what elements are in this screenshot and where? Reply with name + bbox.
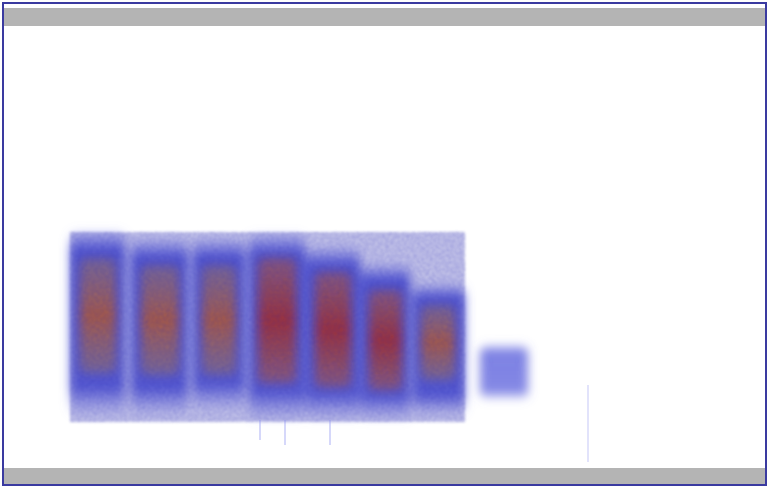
density-plot: [70, 232, 589, 462]
bottom-bar: [4, 468, 765, 484]
cluster-halo: [480, 345, 528, 400]
texture: [70, 232, 465, 422]
top-bar: [4, 8, 765, 26]
